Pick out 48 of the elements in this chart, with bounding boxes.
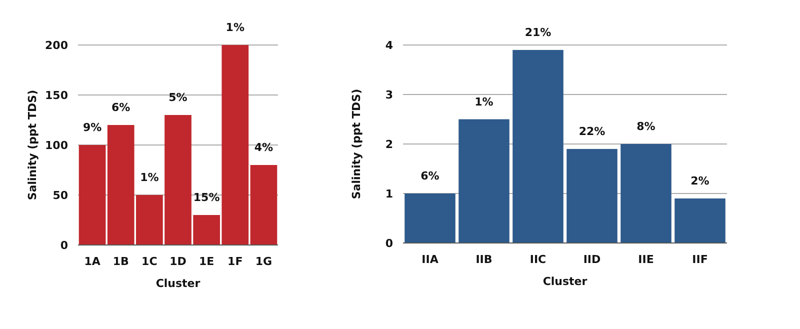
x-tick-label: IID <box>583 253 601 266</box>
y-tick-label: 3 <box>385 88 393 102</box>
bar <box>404 194 456 243</box>
annotation: 2% <box>690 174 710 188</box>
x-tick-label: IIA <box>422 253 439 266</box>
annotation: 22% <box>578 124 606 138</box>
annotation: 21% <box>524 26 552 39</box>
y-axis-title: Salinity (ppt TDS) <box>26 90 39 200</box>
annotation: 15% <box>193 191 220 204</box>
x-tick-label: 1A <box>84 255 101 268</box>
x-tick-label: 1D <box>170 255 186 268</box>
x-axis-title: Cluster <box>156 277 201 290</box>
annotation: 1% <box>140 171 159 184</box>
x-tick-label: IIC <box>530 253 546 266</box>
x-tick-label: 1F <box>228 255 243 268</box>
x-tick-label: 1B <box>112 255 129 268</box>
y-tick-label: 150 <box>45 88 68 102</box>
y-tick-label: 1 <box>385 187 393 200</box>
annotation: 1% <box>226 21 244 34</box>
annotation: 4% <box>254 141 274 154</box>
x-tick-label: 1G <box>255 255 272 268</box>
annotation: 8% <box>636 120 656 133</box>
annotation: 9% <box>82 121 102 134</box>
x-tick-label: 1C <box>142 255 158 268</box>
annotation: 5% <box>168 91 188 104</box>
y-tick-label: 200 <box>45 38 68 52</box>
bar <box>78 145 106 245</box>
annotation: 6% <box>112 101 130 114</box>
bar <box>458 119 510 243</box>
x-tick-label: IIF <box>692 253 708 266</box>
y-axis-title: Salinity (ppt TDS) <box>350 88 363 200</box>
x-tick-label: IIB <box>476 253 492 266</box>
bar <box>566 148 618 243</box>
y-tick-label: 0 <box>60 238 68 252</box>
y-tick-label: 50 <box>52 188 68 202</box>
bar <box>512 50 564 243</box>
annotation: 6% <box>420 170 440 182</box>
x-axis-title: Cluster <box>542 275 588 288</box>
x-tick-label: IIE <box>638 253 654 266</box>
y-tick-label: 100 <box>45 138 68 152</box>
bar <box>674 198 726 243</box>
annotation: 1% <box>474 95 494 108</box>
y-tick-label: 4 <box>385 38 394 52</box>
bar <box>620 144 672 243</box>
y-tick-label: 0 <box>385 236 394 250</box>
y-tick-label: 2 <box>385 138 393 151</box>
x-tick-label: 1E <box>198 255 214 268</box>
bar <box>250 165 278 245</box>
